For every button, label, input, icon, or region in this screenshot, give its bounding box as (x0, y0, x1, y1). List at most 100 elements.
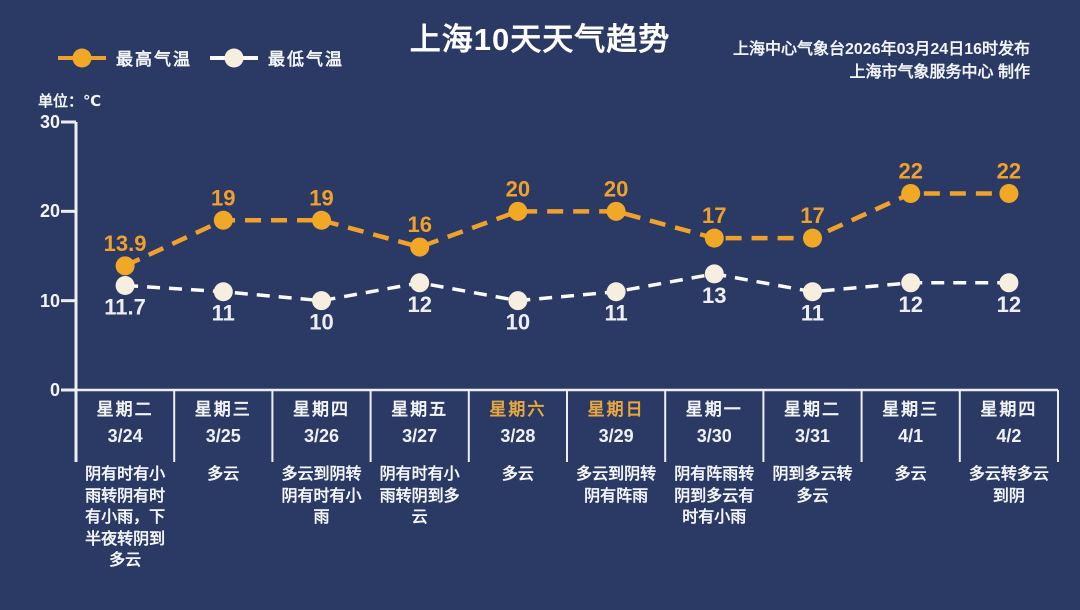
最高气温-value-label: 17 (702, 203, 726, 228)
weekday-label: 星期日 (587, 400, 645, 419)
day-column: 星期三 4/1 多云 (862, 396, 960, 486)
最高气温-point (803, 228, 822, 248)
weekday-label: 星期二 (783, 400, 841, 419)
date-label: 4/1 (898, 426, 924, 446)
最低气温-point (115, 275, 135, 295)
最低气温-value-label: 11 (604, 301, 627, 326)
最低气温-point (999, 273, 1019, 293)
date-label: 3/31 (794, 426, 830, 446)
weekday-label: 星期五 (391, 400, 449, 419)
weather-description: 多云到阴转 阴有时有小 雨 (281, 466, 362, 526)
unit-label: 单位：℃ (38, 93, 102, 110)
weather-description: 阴有时有小 雨转阴有时 有小雨，下 半夜转阴到 多云 (85, 466, 166, 569)
legend-label: 最低气温 (268, 50, 344, 69)
weather-description: 多云转多云 到阴 (968, 466, 1049, 505)
最高气温-point (999, 183, 1019, 203)
series-line-最高气温 (124, 191, 1009, 268)
最高气温-point (115, 256, 135, 276)
最高气温-value-label: 20 (506, 176, 530, 201)
最高气温-value-label: 22 (898, 158, 922, 183)
day-column: 星期三 3/25 多云 (174, 396, 272, 486)
最高气温-point (704, 228, 724, 248)
day-column: 星期一 3/30 阴有阵雨转 阴到多云有 时有小雨 (665, 396, 763, 529)
最高气温-point (410, 237, 430, 257)
legend-marker-icon (210, 48, 258, 67)
y-axis-tick-label: 0 (49, 380, 60, 400)
y-axis-tick-label: 20 (39, 201, 60, 222)
weekday-label: 星期一 (685, 400, 743, 419)
source-info: 上海中心气象台2026年03月24日16时发布 上海市气象服务中心 制作 (733, 38, 1030, 84)
最低气温-value-label: 10 (506, 310, 530, 335)
weather-description: 阴有时有小 雨转阴到多 云 (379, 466, 460, 526)
day-column: 星期日 3/29 多云到阴转 阴有阵雨 (567, 396, 665, 507)
date-label: 3/25 (205, 426, 241, 446)
weekday-label: 星期六 (489, 400, 547, 419)
weekday-label: 星期三 (194, 400, 252, 419)
最低气温-point (410, 273, 430, 293)
最低气温-value-label: 12 (997, 292, 1021, 317)
weather-description: 阴到多云转 多云 (772, 466, 853, 505)
最低气温-value-label: 11 (801, 301, 824, 326)
最高气温-value-label: 19 (309, 185, 333, 210)
最低气温-value-label: 10 (309, 310, 333, 335)
date-label: 3/26 (303, 426, 339, 446)
y-axis-tick-label: 10 (39, 290, 60, 311)
weather-description: 阴有阵雨转 阴到多云有 时有小雨 (674, 466, 755, 526)
最高气温-value-label: 17 (800, 203, 824, 228)
最低气温-point (312, 291, 331, 311)
最低气温-value-label: 11 (212, 301, 235, 326)
最高气温-point (213, 210, 233, 230)
legend-item: 最高气温 (58, 45, 192, 70)
date-label: 3/30 (696, 426, 732, 446)
y-axis-tick-label: 30 (39, 112, 60, 132)
最低气温-value-label: 13 (702, 283, 726, 308)
day-column: 星期四 3/26 多云到阴转 阴有时有小 雨 (272, 396, 370, 529)
date-label: 3/24 (107, 426, 143, 446)
最低气温-point (606, 282, 626, 302)
page-title: 上海10天天气趋势 (409, 22, 671, 57)
source-line-1: 上海中心气象台2026年03月24日16时发布 (733, 41, 1030, 58)
最高气温-value-label: 16 (407, 212, 431, 237)
date-label: 3/29 (598, 426, 634, 446)
weather-description: 多云 (894, 466, 927, 483)
最高气温-point (312, 210, 331, 230)
weather-description: 多云 (501, 466, 534, 483)
最高气温-point (508, 201, 528, 221)
weekday-label: 星期四 (292, 400, 350, 419)
最高气温-point (606, 201, 626, 221)
最低气温-point (704, 264, 724, 284)
最高气温-value-label: 20 (604, 176, 628, 201)
day-column: 星期五 3/27 阴有时有小 雨转阴到多 云 (371, 396, 469, 529)
最低气温-value-label: 12 (898, 292, 922, 317)
最高气温-value-label: 19 (211, 185, 235, 210)
最高气温-value-label: 13.9 (104, 231, 147, 256)
weekday-label: 星期二 (96, 400, 154, 419)
weather-description: 多云到阴转 阴有阵雨 (576, 466, 657, 505)
weather-description: 多云 (207, 466, 240, 483)
legend-label: 最高气温 (116, 50, 192, 69)
day-column: 星期六 3/28 多云 (469, 396, 567, 486)
最低气温-point (803, 282, 822, 302)
最高气温-point (901, 183, 921, 203)
source-line-2: 上海市气象服务中心 制作 (849, 64, 1030, 81)
最低气温-point (901, 273, 921, 293)
legend-marker-icon (58, 48, 106, 67)
最高气温-value-label: 22 (997, 158, 1021, 183)
day-column: 星期二 3/24 阴有时有小 雨转阴有时 有小雨，下 半夜转阴到 多云 (76, 396, 174, 572)
最低气温-point (213, 282, 233, 302)
最低气温-point (508, 291, 528, 311)
weekday-label: 星期三 (882, 400, 940, 419)
最低气温-value-label: 11.7 (104, 294, 146, 319)
最低气温-value-label: 12 (407, 292, 431, 317)
date-label: 4/2 (996, 426, 1022, 446)
date-label: 3/27 (402, 426, 438, 446)
day-column: 星期四 4/2 多云转多云 到阴 (960, 396, 1058, 507)
legend: 最高气温 最低气温 (58, 45, 344, 70)
date-label: 3/28 (500, 426, 536, 446)
day-column: 星期二 3/31 阴到多云转 多云 (763, 396, 861, 507)
weekday-label: 星期四 (980, 400, 1038, 419)
legend-item: 最低气温 (210, 45, 344, 70)
series-line-最低气温 (124, 272, 1009, 303)
